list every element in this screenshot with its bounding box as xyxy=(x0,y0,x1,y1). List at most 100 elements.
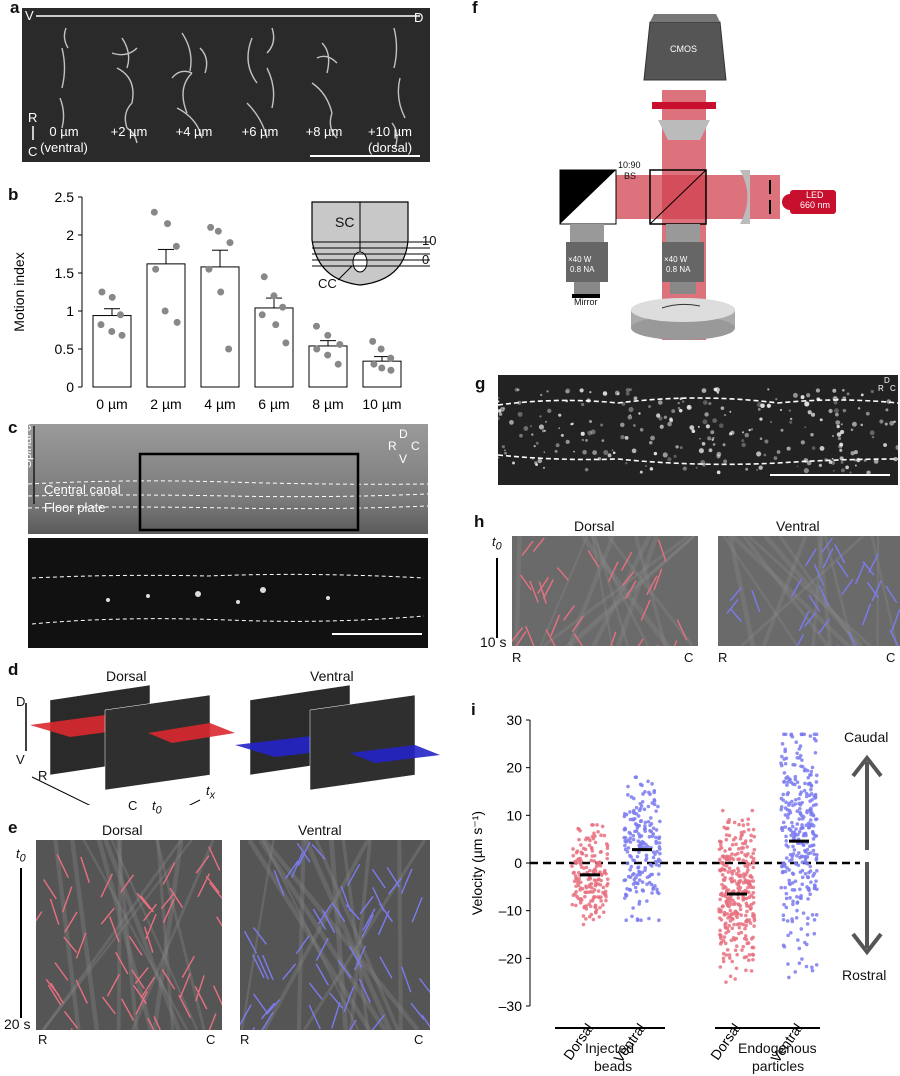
i-data-point xyxy=(741,823,746,827)
kymo-track xyxy=(361,914,375,938)
i-data-point xyxy=(719,860,723,865)
kymo-streak xyxy=(747,536,872,646)
g-speckle xyxy=(708,402,712,406)
i-data-point xyxy=(737,925,742,930)
kymo-track xyxy=(262,954,274,981)
kymo-track xyxy=(80,856,90,883)
i-data-point xyxy=(718,965,723,969)
kymo-track xyxy=(115,951,129,975)
i-data-point xyxy=(812,736,817,741)
g-speckle xyxy=(662,452,668,458)
i-data-point xyxy=(739,834,744,838)
i-data-point xyxy=(781,917,786,922)
i-data-point xyxy=(741,881,746,885)
g-speckle xyxy=(817,397,821,402)
g-speckle xyxy=(560,433,564,437)
i-data-point xyxy=(598,905,602,910)
i-data-point xyxy=(631,833,636,838)
kymo-streak xyxy=(778,536,859,646)
i-data-point xyxy=(742,896,747,901)
g-speckle xyxy=(788,409,792,412)
g-speckle xyxy=(616,392,620,396)
i-data-point xyxy=(806,775,811,780)
i-data-point xyxy=(630,914,634,919)
kymo-track xyxy=(345,904,360,921)
kymo-track xyxy=(240,1004,252,1026)
i-data-point xyxy=(795,809,800,813)
g-speckle xyxy=(800,440,805,445)
kymo-track xyxy=(331,1002,341,1029)
i-data-point xyxy=(631,796,636,801)
g-speckle xyxy=(628,407,634,413)
kymo-track xyxy=(622,571,635,586)
kymo-track xyxy=(160,892,175,910)
kymo-track xyxy=(537,576,550,595)
kymo-track xyxy=(529,580,539,603)
i-data-point xyxy=(792,848,797,852)
i-data-point xyxy=(642,807,647,812)
kymo-track xyxy=(538,581,547,604)
d-dorsal-title: Dorsal xyxy=(106,668,147,684)
i-data-point xyxy=(741,858,746,863)
i-data-point xyxy=(579,850,584,855)
i-data-point xyxy=(629,864,634,869)
i-data-point xyxy=(639,918,643,922)
g-speckle xyxy=(702,463,706,467)
i-data-point xyxy=(797,961,802,965)
kymo-track xyxy=(836,560,849,578)
i-data-point xyxy=(637,850,641,855)
i-data-point xyxy=(795,780,800,784)
g-speckle xyxy=(579,388,584,393)
i-data-point xyxy=(605,852,610,856)
rostral-label: Rostral xyxy=(842,967,887,983)
i-data-point xyxy=(814,856,819,860)
i-data-point xyxy=(749,855,754,859)
i-data-point xyxy=(579,862,583,866)
g-speckle xyxy=(856,457,861,463)
i-ytick-label: 0 xyxy=(514,855,522,871)
kymo-streak xyxy=(349,840,372,1030)
i-data-point xyxy=(576,870,581,875)
i-data-point xyxy=(718,916,722,920)
axis-v-label: V xyxy=(25,8,34,23)
i-ytick-label: –30 xyxy=(499,998,523,1014)
g-speckle xyxy=(707,436,712,441)
i-data-point xyxy=(636,839,641,843)
i-data-point xyxy=(808,844,812,849)
i-data-point xyxy=(655,887,659,892)
g-speckle xyxy=(810,433,814,437)
led-wavelength: 660 nm xyxy=(800,200,831,210)
g-speckle xyxy=(889,420,895,426)
kymo-streak xyxy=(591,536,614,646)
kymo-track xyxy=(519,574,532,591)
i-data-point xyxy=(721,938,726,943)
g-speckle xyxy=(741,439,745,443)
i-data-point xyxy=(592,895,596,899)
i-data-point xyxy=(799,927,804,931)
i-data-point xyxy=(721,959,726,964)
i-data-point xyxy=(729,938,734,943)
i-ytick-label: 20 xyxy=(506,760,522,776)
i-data-point xyxy=(782,779,786,784)
i-data-point xyxy=(576,878,580,883)
i-data-point xyxy=(734,913,738,917)
g-speckle xyxy=(807,410,812,415)
g-speckle xyxy=(720,406,725,410)
kymo-track xyxy=(216,916,222,927)
g-speckle xyxy=(773,456,778,461)
i-data-point xyxy=(745,845,750,849)
kymo-streak xyxy=(580,536,671,646)
i-data-point xyxy=(623,896,627,900)
g-speckle xyxy=(542,429,545,433)
i-data-point xyxy=(813,834,817,838)
kymo-streak xyxy=(240,840,275,1030)
i-data-point xyxy=(592,854,597,858)
i-data-point xyxy=(815,887,819,892)
i-data-point xyxy=(593,904,598,909)
i-data-point xyxy=(626,846,631,850)
kymo-track xyxy=(889,629,899,646)
i-data-point xyxy=(602,833,607,838)
b-xtick-label: 4 µm xyxy=(204,396,235,412)
kymo-track xyxy=(49,898,60,925)
g-speckle xyxy=(789,420,793,424)
